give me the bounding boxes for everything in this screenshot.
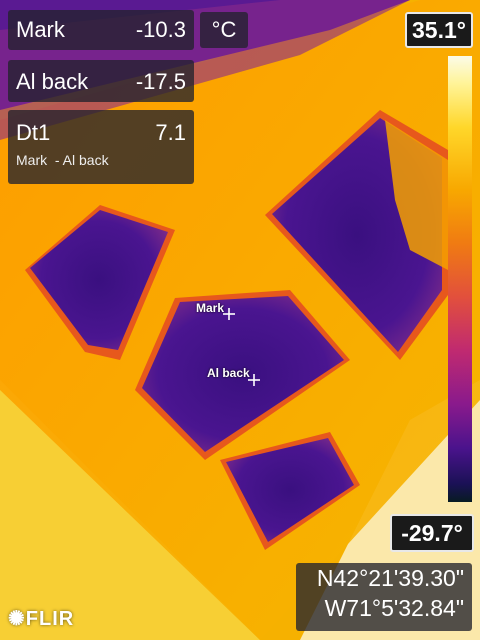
- measurement-value: -10.3: [135, 17, 186, 42]
- al-back-cursor-label: Al back: [207, 366, 250, 380]
- cold-panel-bottom: [220, 432, 360, 550]
- cold-panel-center: [135, 290, 350, 460]
- delta-panel: Dt1 7.1 Mark - Al back: [8, 110, 194, 184]
- delta-value: 7.1: [155, 120, 186, 145]
- measurement-value: -17.5: [135, 69, 186, 94]
- color-scale-bar: [448, 56, 472, 502]
- scale-min-temp: -29.7°: [390, 514, 474, 552]
- unit-label: °C: [200, 12, 248, 48]
- flir-logo-icon: ✺: [8, 608, 26, 630]
- al-back-crosshair: [248, 374, 260, 386]
- gps-coordinates: N42°21'39.30" W71°5'32.84": [296, 563, 472, 631]
- gps-longitude: W71°5'32.84": [324, 595, 464, 621]
- scale-max-temp: 35.1°: [405, 12, 473, 48]
- delta-formula: Mark - Al back: [16, 152, 109, 168]
- mark-cursor-label: Mark: [196, 301, 225, 315]
- measurement-mark: Mark -10.3: [8, 10, 194, 50]
- cold-panel-right: [265, 110, 448, 360]
- brand-label: FLIR: [25, 608, 75, 630]
- measurement-label: Mark: [16, 17, 65, 42]
- measurement-label: Al back: [16, 69, 89, 94]
- flir-logo: ✺FLIR: [8, 606, 74, 631]
- mark-crosshair: [223, 308, 235, 320]
- cold-panel-left: [25, 205, 175, 360]
- delta-label: Dt1: [16, 120, 51, 145]
- gps-latitude: N42°21'39.30": [316, 565, 464, 591]
- measurement-al-back: Al back -17.5: [8, 60, 194, 102]
